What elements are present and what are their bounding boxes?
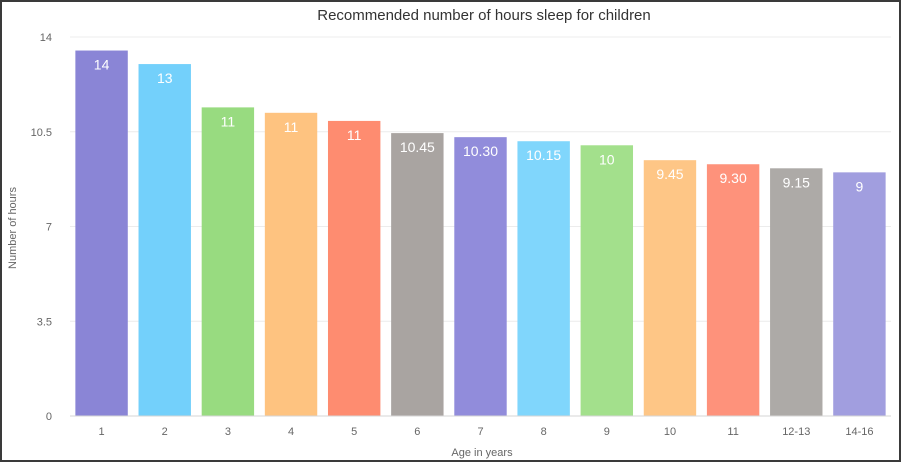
y-axis-title: Number of hours (7, 187, 19, 269)
bar-3[interactable] (201, 107, 255, 416)
bar-8[interactable] (517, 141, 570, 416)
data-label: 11 (221, 113, 236, 129)
data-label: 9.15 (783, 174, 810, 190)
data-label: 10 (599, 151, 615, 167)
x-tick-label: 4 (288, 426, 294, 438)
bars (75, 50, 886, 417)
bar-5[interactable] (327, 120, 381, 417)
x-tick-label: 1 (99, 426, 105, 438)
y-tick-label: 0 (46, 411, 52, 423)
x-tick-label: 5 (351, 426, 357, 438)
bar-12-13[interactable] (770, 168, 823, 416)
x-tick-label: 12-13 (782, 426, 810, 438)
x-tick-label: 9 (604, 426, 610, 438)
chart-title: Recommended number of hours sleep for ch… (317, 7, 651, 24)
data-label: 14 (94, 57, 110, 73)
y-tick-label: 3.5 (37, 316, 52, 328)
x-tick-label: 6 (414, 426, 420, 438)
x-axis-ticks: 1 2 3 4 5 6 7 8 9 10 11 12-13 14-16 (99, 426, 874, 438)
data-label: 9 (856, 178, 864, 194)
y-tick-label: 10.5 (31, 127, 52, 139)
x-tick-label: 10 (664, 426, 676, 438)
x-tick-label: 7 (477, 426, 483, 438)
y-axis-ticks: 0 3.5 7 10.5 14 (31, 32, 52, 423)
bar-10[interactable] (643, 160, 697, 416)
x-axis-title: Age in years (451, 447, 513, 459)
data-label: 10.30 (463, 143, 498, 159)
data-label: 10.45 (400, 139, 435, 155)
y-tick-label: 7 (46, 222, 52, 234)
bar-7[interactable] (454, 137, 507, 416)
x-tick-label: 3 (225, 426, 231, 438)
data-label: 11 (347, 127, 362, 143)
x-tick-label: 8 (541, 426, 547, 438)
data-label: 13 (157, 70, 173, 86)
data-label: 9.45 (656, 166, 683, 182)
bar-4[interactable] (264, 112, 318, 417)
data-label: 10.15 (526, 147, 561, 163)
x-tick-label: 2 (162, 426, 168, 438)
data-label: 9.30 (719, 170, 746, 186)
bar-9[interactable] (580, 145, 634, 417)
bar-2[interactable] (138, 64, 191, 417)
x-tick-label: 14-16 (845, 426, 873, 438)
data-label: 11 (284, 119, 299, 135)
y-tick-label: 14 (40, 32, 52, 44)
bar-14-16[interactable] (833, 172, 886, 416)
bar-6[interactable] (391, 133, 444, 416)
data-labels: 14 13 11 11 11 10.45 10.30 10.15 10 9.45 9.30 9.15 9 (94, 57, 864, 195)
bar-1[interactable] (75, 50, 128, 417)
x-tick-label: 11 (727, 426, 738, 438)
bar-11[interactable] (706, 164, 760, 416)
